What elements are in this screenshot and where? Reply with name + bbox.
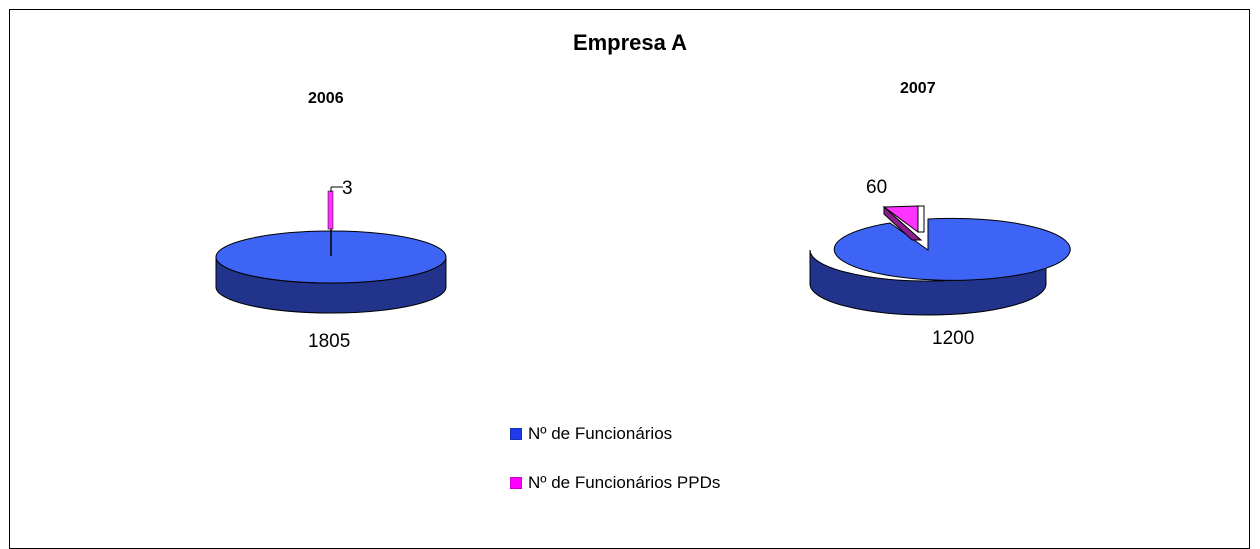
data-label-2006-funcionarios: 1805 [308,331,350,352]
legend-item-ppds: Nº de Funcionários PPDs [510,472,720,494]
chart-title: Empresa A [572,30,688,55]
data-label-2007-ppds: 60 [866,177,887,198]
legend-swatch-funcionarios [510,428,522,440]
pie-2007: 60 1200 [809,177,1071,349]
pie-title-2007: 2007 [900,80,936,97]
chart-legend: Nº de Funcionários Nº de Funcionários PP… [510,423,720,521]
legend-label-ppds: Nº de Funcionários PPDs [528,473,721,492]
data-label-2006-ppds: 3 [342,178,353,199]
legend-label-funcionarios: Nº de Funcionários [528,424,673,443]
slice-2007-funcionarios-side [809,249,1047,316]
slice-2007-ppds-side [883,205,923,241]
pie-chart-canvas: 3 1805 60 1200 [215,177,1071,352]
pie-2006: 3 1805 [215,178,447,352]
slice-2006-ppds [327,190,334,230]
legend-swatch-ppds [510,477,522,489]
legend-item-funcionarios: Nº de Funcionários [510,423,720,445]
pie-title-2006: 2006 [308,90,344,107]
slice-2007-funcionarios [833,217,1071,281]
data-label-2007-funcionarios: 1200 [932,328,974,349]
slice-2007-ppds-edge [917,205,925,233]
